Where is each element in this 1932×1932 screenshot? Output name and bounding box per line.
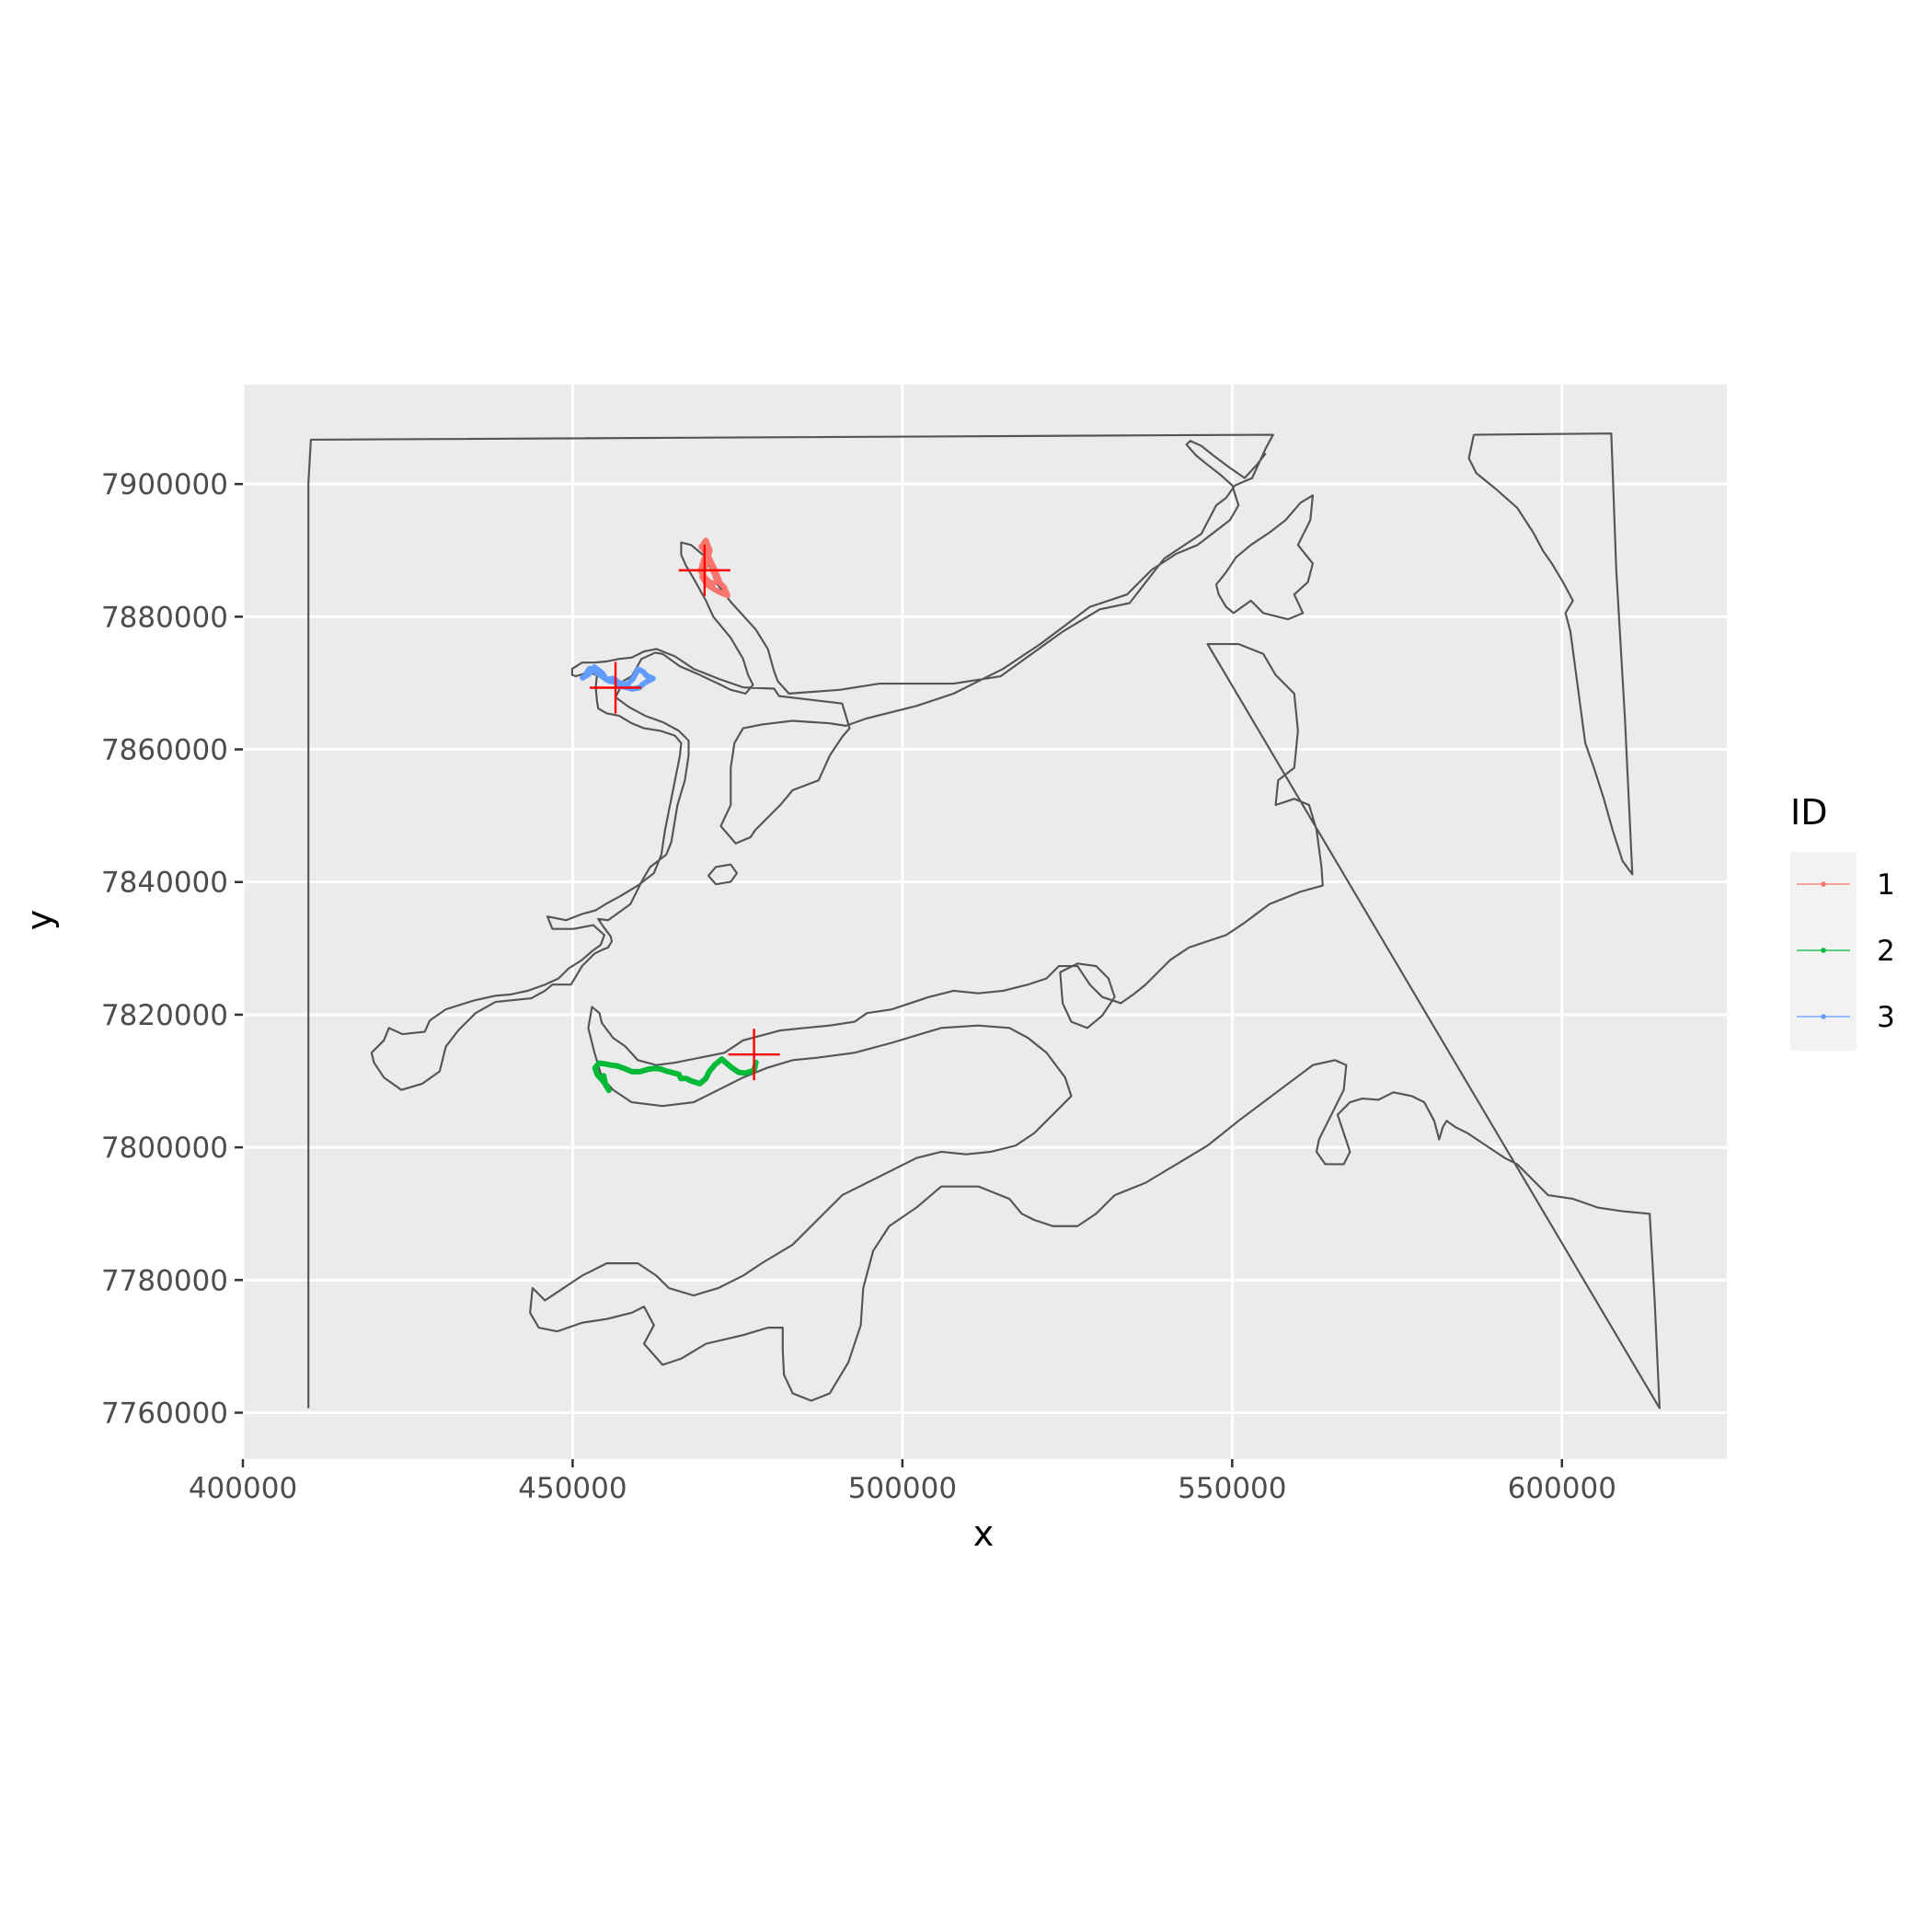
x-tick-label: 600000 — [1508, 1472, 1616, 1505]
legend-key-point-1 — [1821, 881, 1826, 887]
x-tick-label: 550000 — [1178, 1472, 1286, 1505]
coastline-outline — [307, 432, 1661, 1409]
island-central — [707, 863, 739, 886]
x-tick-label: 450000 — [518, 1472, 627, 1505]
y-tick-label: 7880000 — [101, 601, 228, 634]
x-axis-title: x — [973, 1513, 995, 1554]
panel-background — [243, 385, 1727, 1459]
legend-title: ID — [1790, 792, 1827, 833]
x-axis: 400000 450000 500000 550000 600000 — [189, 1459, 1616, 1505]
grid-lines — [241, 385, 1727, 1459]
y-tick-label: 7760000 — [101, 1397, 228, 1431]
island-east — [1059, 962, 1116, 1029]
track-2 — [592, 1056, 759, 1094]
y-axis-title: y — [19, 910, 60, 931]
y-tick-label: 7900000 — [101, 468, 228, 501]
x-tick-label: 400000 — [189, 1472, 297, 1505]
track-3 — [580, 664, 656, 692]
legend-key-point-3 — [1821, 1014, 1826, 1019]
legend-key-point-2 — [1821, 948, 1826, 953]
y-tick-label: 7780000 — [101, 1264, 228, 1297]
legend: ID 1 2 3 — [1790, 792, 1895, 1051]
legend-label-1: 1 — [1877, 868, 1895, 902]
islands-northeast — [1214, 494, 1315, 621]
legend-label-3: 3 — [1877, 1001, 1895, 1034]
y-tick-label: 7860000 — [101, 734, 228, 767]
fjord-north — [1467, 432, 1634, 876]
y-tick-label: 7820000 — [101, 999, 228, 1032]
centroid-crosses — [590, 544, 780, 1081]
y-axis: 7760000 7780000 7800000 7820000 7840000 78600… — [101, 468, 243, 1431]
y-tick-label: 7800000 — [101, 1132, 228, 1165]
y-tick-label: 7840000 — [101, 867, 228, 900]
region-boundary — [307, 433, 1274, 1409]
legend-label-2: 2 — [1877, 935, 1895, 968]
x-tick-label: 500000 — [848, 1472, 957, 1505]
coast-east — [529, 642, 1661, 1409]
